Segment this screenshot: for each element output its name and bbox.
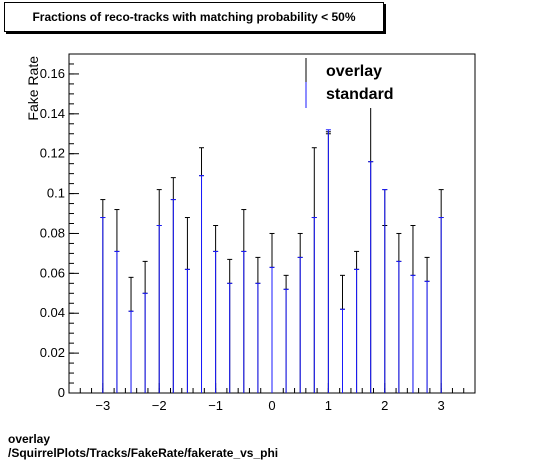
legend: overlay standard	[300, 58, 406, 108]
x-tick-label: 1	[325, 398, 332, 413]
x-tick-label: −3	[95, 398, 110, 413]
series-layer	[100, 83, 444, 393]
x-tick-label: −2	[152, 398, 167, 413]
y-tick-label: 0.04	[40, 305, 65, 320]
x-tick-label: 0	[268, 398, 275, 413]
chart-plot: 0 0.02 0.04 0.06 0.08 0.1 0.12 0.14 0.16 −3 −2 −1 0 1…	[25, 53, 476, 413]
y-axis-label: Fake Rate	[25, 56, 41, 121]
chart-title: Fractions of reco-tracks with matching p…	[4, 2, 384, 32]
x-tick-label: 3	[438, 398, 445, 413]
y-tick-label: 0.02	[40, 345, 65, 360]
caption-line-1: overlay	[8, 432, 51, 446]
y-tick-label: 0	[58, 385, 65, 400]
y-tick-label: 0.06	[40, 265, 65, 280]
x-tick-label: 2	[381, 398, 388, 413]
y-tick-label: 0.12	[40, 146, 65, 161]
axis-ticks: 0 0.02 0.04 0.06 0.08 0.1 0.12 0.14 0.16 −3 −2 −1 0 1…	[40, 53, 465, 413]
y-tick-label: 0.14	[40, 106, 65, 121]
y-tick-label: 0.16	[40, 66, 65, 81]
y-tick-label: 0.08	[40, 225, 65, 240]
legend-label-standard: standard	[326, 86, 394, 103]
x-tick-label: −1	[208, 398, 223, 413]
caption-line-2: /SquirrelPlots/Tracks/FakeRate/fakerate_…	[8, 446, 279, 460]
legend-box	[300, 60, 406, 108]
legend-label-overlay: overlay	[326, 63, 382, 80]
y-tick-label: 0.1	[47, 186, 65, 201]
